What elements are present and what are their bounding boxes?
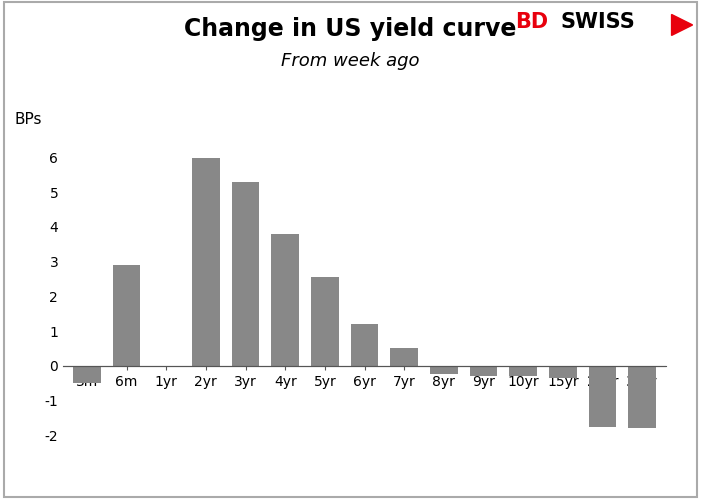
Bar — [271, 234, 299, 366]
Bar — [113, 265, 140, 366]
Bar — [192, 158, 219, 366]
Text: BD: BD — [515, 12, 548, 32]
Text: SWISS: SWISS — [561, 12, 636, 32]
Text: Change in US yield curve: Change in US yield curve — [184, 17, 517, 41]
Text: BPs: BPs — [15, 112, 42, 127]
Bar — [350, 324, 379, 366]
Text: From week ago: From week ago — [281, 52, 420, 70]
Bar — [390, 348, 418, 366]
Bar — [231, 182, 259, 366]
Bar — [470, 366, 498, 376]
Bar — [73, 366, 101, 383]
Bar — [311, 277, 339, 366]
Bar — [549, 366, 577, 378]
Bar — [589, 366, 616, 427]
Bar — [628, 366, 656, 428]
Text: +: + — [673, 19, 681, 29]
Bar — [510, 366, 537, 376]
Bar — [430, 366, 458, 374]
